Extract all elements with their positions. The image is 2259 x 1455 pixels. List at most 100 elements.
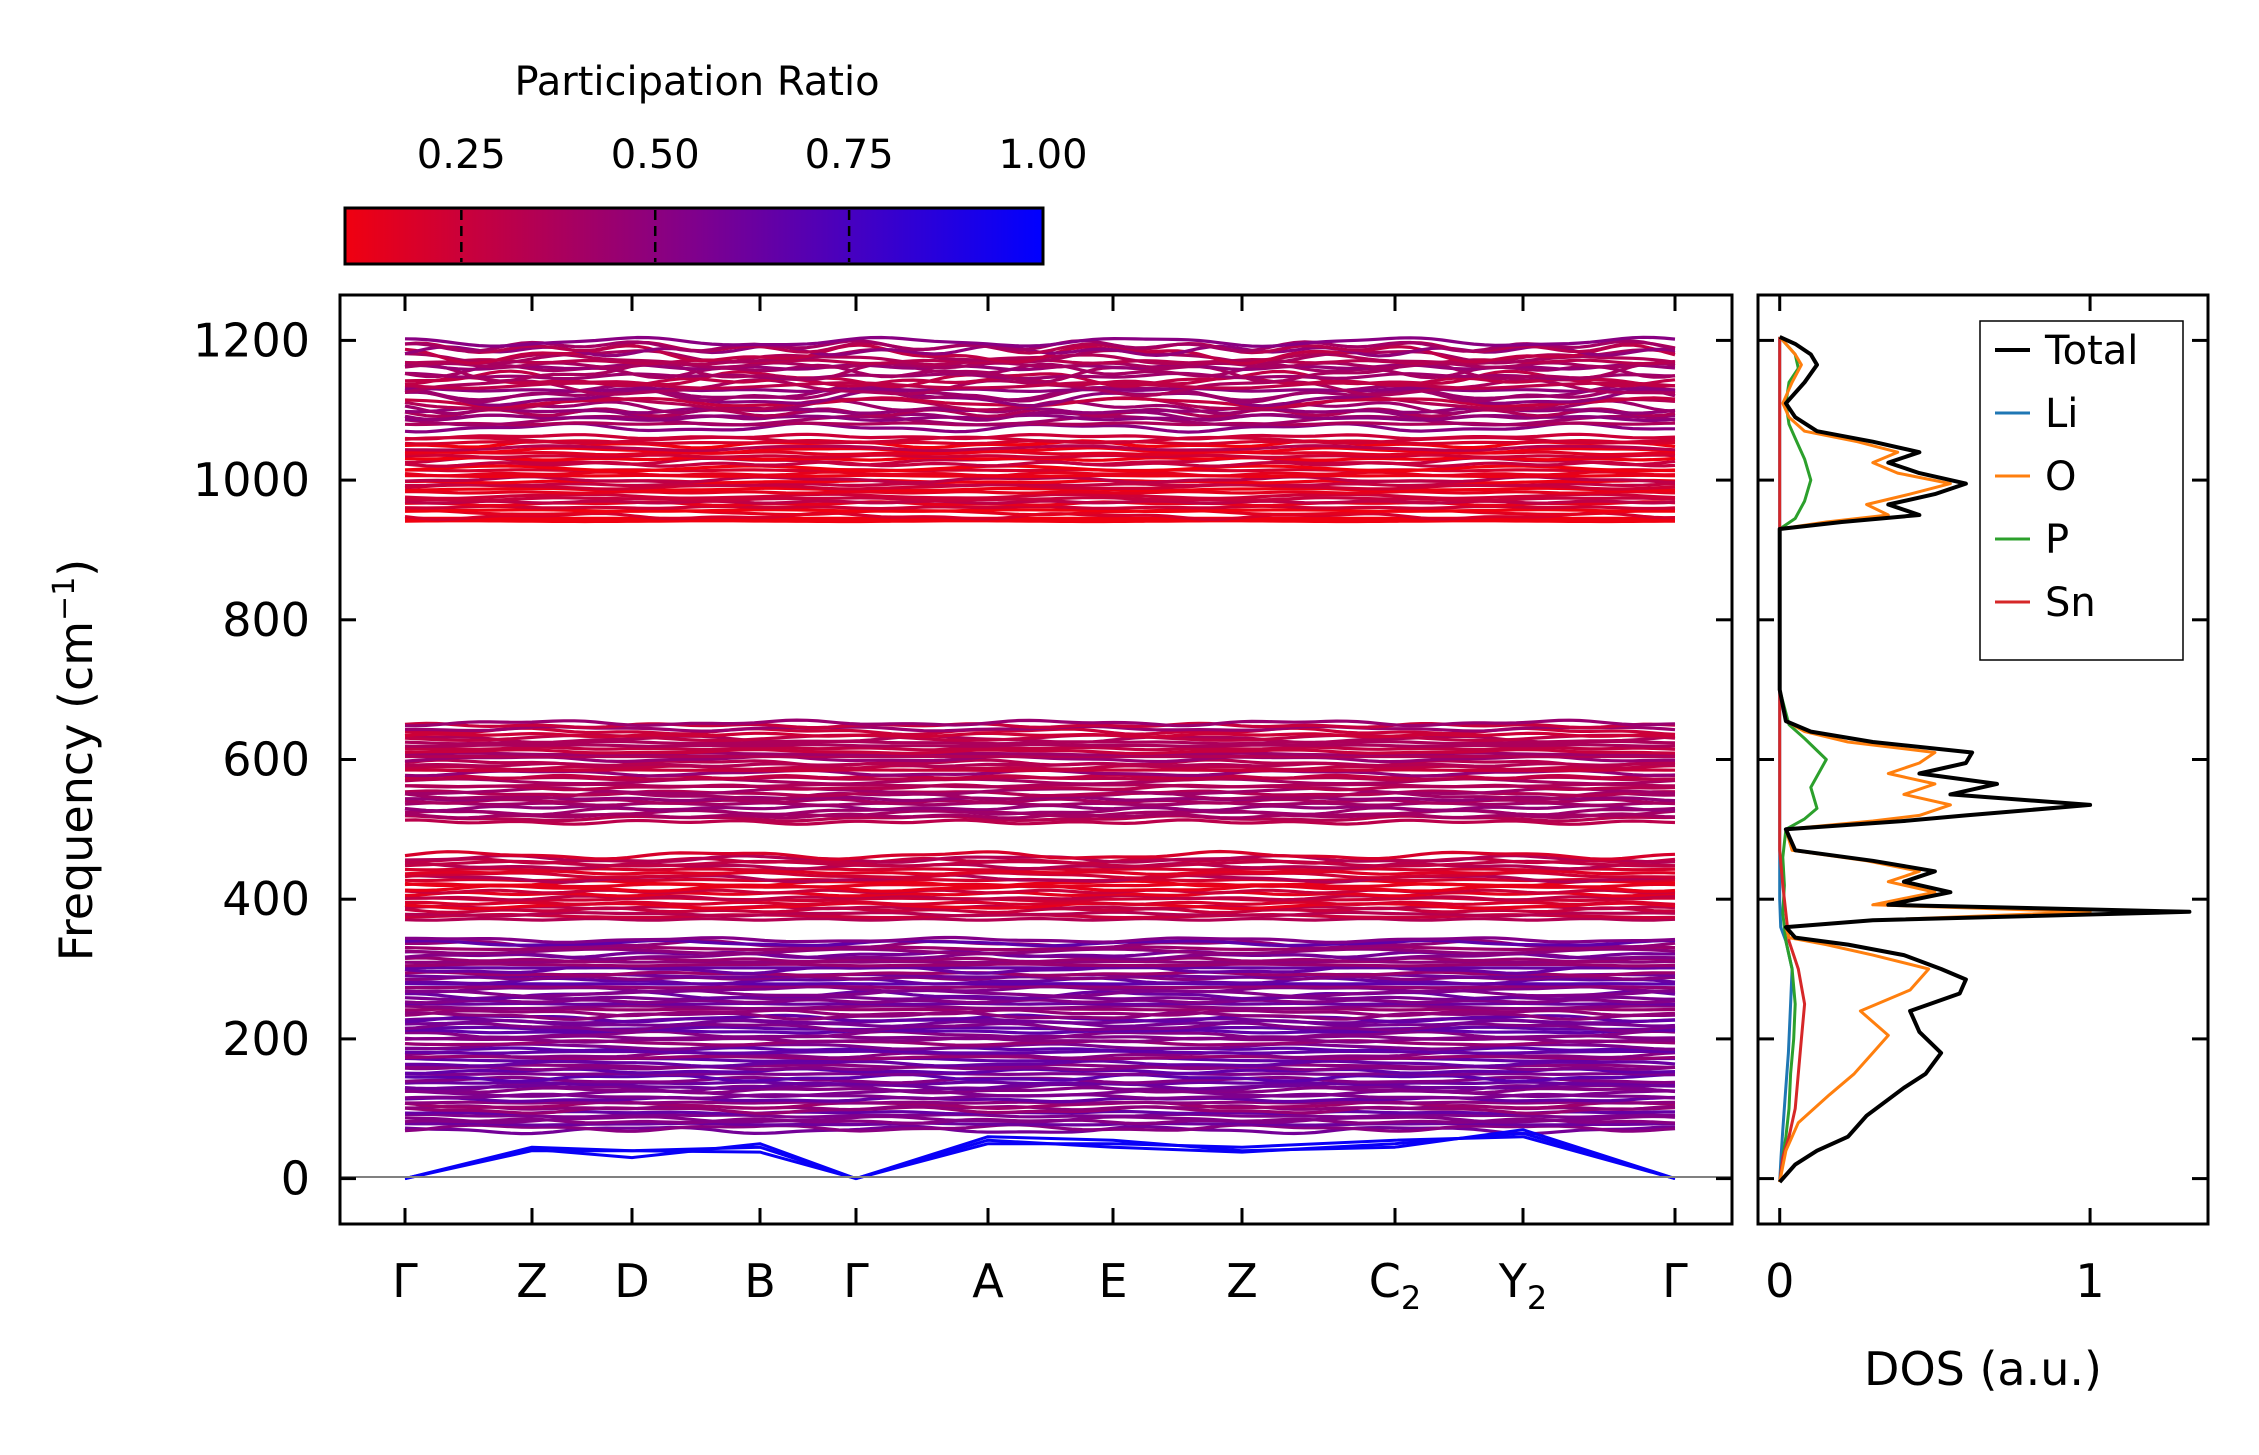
phonon-band xyxy=(404,721,1676,730)
phonon-band xyxy=(404,818,1676,826)
phonon-band xyxy=(405,1001,1676,1006)
phonon-band xyxy=(404,801,1676,807)
y-tick-label: 1000 xyxy=(193,453,310,507)
y-tick-label: 600 xyxy=(222,733,310,787)
phonon-band xyxy=(404,758,1676,768)
phonon-band xyxy=(404,444,1676,453)
phonon-band xyxy=(404,870,1675,880)
dos-curve-o xyxy=(1778,335,2092,1183)
phonon-band xyxy=(404,1004,1676,1011)
k-point-label: A xyxy=(972,1254,1004,1308)
phonon-band xyxy=(404,335,1676,348)
acoustic-band xyxy=(404,1131,1676,1181)
dos-curve-sn xyxy=(1778,336,1807,1183)
phonon-band xyxy=(404,363,1676,372)
colorbar-tick-label: 0.25 xyxy=(417,132,506,178)
phonon-band xyxy=(404,869,1676,876)
k-point-label: C2 xyxy=(1369,1254,1421,1317)
colorbar-tick-labels: 0.25 0.50 0.75 1.00 xyxy=(417,132,1088,178)
phonon-band xyxy=(404,369,1676,389)
phonon-band xyxy=(404,962,1676,968)
phonon-band xyxy=(404,773,1676,780)
phonon-band xyxy=(404,414,1676,427)
dos-curve-total xyxy=(1777,335,2192,1184)
dos-x-tick-label: 1 xyxy=(2075,1254,2104,1308)
phonon-band xyxy=(404,945,1676,952)
phonon-band xyxy=(404,976,1676,986)
phonon-band xyxy=(404,1034,1676,1041)
legend-label: O xyxy=(2045,454,2076,500)
legend-items: Total Li OP Sn xyxy=(1995,328,2138,626)
colorbar-tick-label: 0.50 xyxy=(611,132,700,178)
colorbar-tick-label: 0.75 xyxy=(805,132,894,178)
band-structure-panel: 0 200 400 600 800 1000 1200 Γ Z D B Γ A E Z C2 Y2 Γ Freq… xyxy=(47,293,1734,1317)
phonon-band xyxy=(404,916,1676,922)
dos-x-tick-label: 0 xyxy=(1765,1254,1794,1308)
phonon-band xyxy=(405,984,1676,990)
phonon-band xyxy=(404,446,1676,455)
phonon-band xyxy=(404,386,1676,394)
phonon-band xyxy=(404,489,1676,495)
phonon-band xyxy=(404,508,1675,513)
phonon-band xyxy=(404,339,1676,353)
k-point-label: Γ xyxy=(843,1254,869,1308)
dos-curve-li xyxy=(1778,336,1794,1183)
phonon-band xyxy=(404,453,1676,459)
band-y-ticks: 0 200 400 600 800 1000 1200 xyxy=(193,313,1732,1206)
phonon-band xyxy=(404,947,1676,955)
phonon-band xyxy=(404,381,1676,390)
phonon-band xyxy=(404,1072,1676,1083)
phonon-band xyxy=(404,1114,1676,1125)
legend-label: P xyxy=(2045,517,2069,563)
phonon-band xyxy=(404,849,1676,861)
phonon-band xyxy=(404,970,1676,978)
legend: Total Li OP Sn xyxy=(1979,320,2184,661)
band-x-ticks: Γ Z D B Γ A E Z C2 Y2 Γ xyxy=(392,295,1688,1317)
phonon-band xyxy=(404,439,1676,450)
phonon-band xyxy=(404,910,1676,918)
phonon-band xyxy=(404,347,1676,366)
k-point-label: Z xyxy=(516,1254,548,1308)
legend-label: Total xyxy=(2044,328,2138,374)
phonon-band xyxy=(404,500,1676,508)
phonon-band xyxy=(404,890,1676,898)
phonon-band xyxy=(404,464,1676,473)
phonon-band xyxy=(404,1124,1676,1136)
phonon-band xyxy=(404,362,1676,380)
phonon-band xyxy=(404,1029,1676,1040)
phonon-band xyxy=(404,1112,1676,1119)
phonon-band xyxy=(405,495,1676,503)
dos-curve-p xyxy=(1778,335,1828,1183)
acoustic-band xyxy=(404,1135,1676,1181)
phonon-band xyxy=(405,935,1676,945)
k-point-label: B xyxy=(744,1254,776,1308)
phonon-band xyxy=(404,1013,1676,1024)
legend-label: Li xyxy=(2045,391,2078,437)
phonon-band xyxy=(405,768,1676,773)
k-point-label: Γ xyxy=(1662,1254,1688,1308)
phonon-band xyxy=(404,900,1676,907)
phonon-band xyxy=(404,745,1676,752)
phonon-band xyxy=(405,1059,1676,1068)
colorbar-title: Participation Ratio xyxy=(514,59,879,105)
k-point-label: Y2 xyxy=(1498,1254,1547,1317)
legend-label: Sn xyxy=(2045,580,2096,626)
y-tick-label: 0 xyxy=(281,1152,310,1206)
phonon-band xyxy=(404,432,1676,441)
colorbar-tick-label: 1.00 xyxy=(998,132,1087,178)
phonon-band xyxy=(404,492,1676,501)
phonon-band xyxy=(404,1080,1676,1087)
y-tick-label: 200 xyxy=(222,1012,310,1066)
dos-curves xyxy=(1777,335,2192,1184)
phonon-band xyxy=(404,475,1676,485)
phonon-band xyxy=(404,1086,1676,1095)
k-point-label: Z xyxy=(1226,1254,1258,1308)
phonon-band xyxy=(405,482,1676,488)
phonon-band xyxy=(404,1008,1676,1018)
phonon-band xyxy=(404,998,1676,1005)
phonon-band xyxy=(404,371,1676,381)
phonon-band xyxy=(404,406,1676,415)
phonon-band xyxy=(404,938,1675,948)
